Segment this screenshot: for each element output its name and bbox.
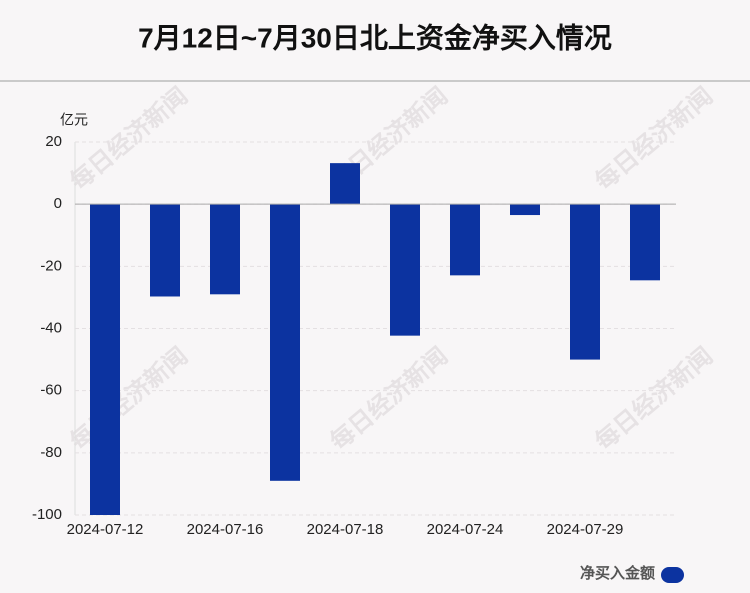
y-tick-label: -20 [40,257,62,274]
chart-title: 7月12日~7月30日北上资金净买入情况 [138,21,612,53]
bar [330,163,360,205]
x-tick-label: 2024-07-18 [307,521,384,538]
y-tick-label: -100 [32,506,62,523]
bar [90,204,120,515]
x-tick-label: 2024-07-16 [187,521,264,538]
bar [210,204,240,295]
y-tick-label: -80 [40,444,62,461]
x-tick-label: 2024-07-29 [547,521,624,538]
y-tick-label: 20 [45,133,62,150]
bar [270,204,300,481]
bar [510,204,540,216]
legend-label: 净买入金额 [580,564,655,582]
bar [450,204,480,276]
bar [150,204,180,297]
y-tick-label: -40 [40,319,62,336]
x-tick-label: 2024-07-24 [427,521,504,538]
y-tick-label: 0 [54,195,62,212]
bar [630,204,660,281]
x-tick-label: 2024-07-12 [67,521,144,538]
bar [390,204,420,336]
y-unit: 亿元 [60,112,88,128]
bar [570,204,600,360]
y-tick-label: -60 [40,382,62,399]
legend-swatch [661,567,684,583]
